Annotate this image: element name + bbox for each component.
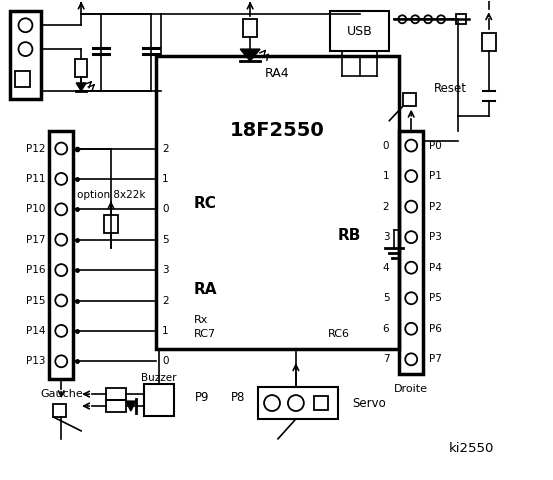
Text: P5: P5 bbox=[429, 293, 442, 303]
Text: P2: P2 bbox=[429, 202, 442, 212]
Text: P16: P16 bbox=[26, 265, 45, 275]
Text: Servo: Servo bbox=[353, 396, 387, 409]
Text: 2: 2 bbox=[162, 144, 169, 154]
Bar bbox=[258, 387, 338, 419]
Bar bbox=[243, 19, 257, 37]
Text: 0: 0 bbox=[162, 204, 169, 215]
Bar bbox=[399, 131, 423, 374]
Bar bbox=[156, 56, 399, 349]
Text: Rx: Rx bbox=[194, 314, 208, 324]
Text: P14: P14 bbox=[26, 326, 45, 336]
Text: 3: 3 bbox=[383, 232, 389, 242]
Text: P1: P1 bbox=[429, 171, 442, 181]
Text: ki2550: ki2550 bbox=[449, 442, 494, 456]
Text: 7: 7 bbox=[383, 354, 389, 364]
Text: 0: 0 bbox=[162, 356, 169, 366]
Text: 1: 1 bbox=[383, 171, 389, 181]
Text: Buzzer: Buzzer bbox=[141, 373, 176, 383]
Text: 5: 5 bbox=[383, 293, 389, 303]
Text: P10: P10 bbox=[26, 204, 45, 215]
Text: P7: P7 bbox=[429, 354, 442, 364]
Bar bbox=[106, 400, 126, 412]
Text: 0: 0 bbox=[383, 141, 389, 151]
Bar bbox=[144, 384, 174, 416]
Bar bbox=[9, 12, 41, 99]
Text: P15: P15 bbox=[26, 296, 45, 305]
Bar bbox=[403, 93, 416, 106]
Polygon shape bbox=[126, 401, 136, 411]
Text: Reset: Reset bbox=[434, 83, 467, 96]
Bar bbox=[456, 14, 466, 24]
Text: 2: 2 bbox=[162, 296, 169, 305]
Bar bbox=[14, 71, 30, 87]
Text: P0: P0 bbox=[429, 141, 442, 151]
Text: Gauche: Gauche bbox=[40, 389, 82, 399]
Text: 3: 3 bbox=[162, 265, 169, 275]
Text: P13: P13 bbox=[26, 356, 45, 366]
Polygon shape bbox=[240, 49, 260, 61]
Text: 6: 6 bbox=[383, 324, 389, 334]
Text: RC: RC bbox=[194, 196, 216, 211]
Text: P17: P17 bbox=[26, 235, 45, 245]
Text: option 8x22k: option 8x22k bbox=[77, 190, 145, 200]
Polygon shape bbox=[76, 83, 86, 91]
Text: 2: 2 bbox=[383, 202, 389, 212]
Text: P12: P12 bbox=[26, 144, 45, 154]
Bar bbox=[49, 131, 73, 379]
Text: RC6: RC6 bbox=[328, 329, 349, 339]
Text: P9: P9 bbox=[195, 391, 210, 404]
Text: USB: USB bbox=[347, 24, 372, 38]
Bar bbox=[314, 396, 328, 410]
Bar bbox=[53, 404, 66, 417]
Text: 5: 5 bbox=[162, 235, 169, 245]
Text: 1: 1 bbox=[162, 174, 169, 184]
Text: RA: RA bbox=[194, 282, 217, 297]
Bar bbox=[330, 12, 389, 51]
Bar bbox=[106, 388, 126, 400]
Text: P6: P6 bbox=[429, 324, 442, 334]
Bar bbox=[482, 33, 495, 51]
Text: 1: 1 bbox=[162, 326, 169, 336]
Text: 4: 4 bbox=[383, 263, 389, 273]
Text: RB: RB bbox=[338, 228, 361, 242]
Bar bbox=[75, 59, 87, 77]
Bar bbox=[104, 215, 118, 233]
Text: RC7: RC7 bbox=[194, 329, 216, 339]
Text: P11: P11 bbox=[26, 174, 45, 184]
Text: P8: P8 bbox=[231, 391, 246, 404]
Text: P3: P3 bbox=[429, 232, 442, 242]
Text: RA4: RA4 bbox=[265, 68, 290, 81]
Text: P4: P4 bbox=[429, 263, 442, 273]
Text: 18F2550: 18F2550 bbox=[230, 121, 325, 140]
Text: Droite: Droite bbox=[394, 384, 428, 394]
